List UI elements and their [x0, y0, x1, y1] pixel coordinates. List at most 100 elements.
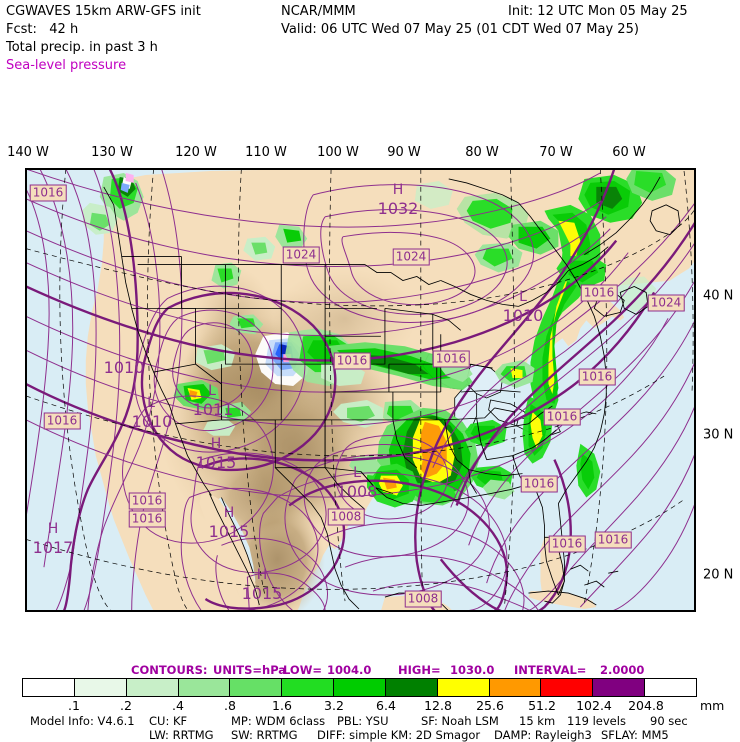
colorbar-tick-8: 25.6: [476, 698, 504, 713]
colorbar-tick-3: .8: [224, 698, 236, 713]
contour-value-box: 1016: [594, 531, 632, 549]
model-info-item: DAMP: Rayleigh3: [494, 728, 592, 742]
contour-annotation-row: CONTOURS: UNITS=hPa LOW= 1004.0 HIGH= 1030.0 I…: [0, 663, 740, 677]
colorbar-tick-0: .1: [68, 698, 80, 713]
pressure-center-label: 1010: [103, 358, 145, 377]
colorbar-tick-11: 204.8: [628, 698, 664, 713]
pressure-center-label: 1015: [195, 453, 237, 472]
overlay-label: Sea-level pressure: [6, 58, 127, 73]
model-info-item: SF: Noah LSM: [421, 714, 499, 728]
lon-tick-8: 60 W: [612, 145, 646, 160]
pressure-center-label: H: [256, 567, 268, 583]
contour-annotation: 1030.0: [450, 663, 495, 677]
contour-value-box: 1024: [392, 248, 430, 266]
init-time-label: Init: 12 UTC Mon 05 May 25: [508, 4, 688, 19]
colorbar-tick-7: 12.8: [424, 698, 452, 713]
model-info-item: SFLAY: MM5: [601, 728, 669, 742]
pressure-center-label: 1032: [377, 199, 419, 218]
colorbar-segment-4[interactable]: [230, 679, 283, 696]
header-annotation-block: CGWAVES 15km ARW-GFS init Fcst: 42 h Tot…: [0, 0, 740, 140]
contour-value-box: 1016: [128, 492, 166, 510]
colorbar-units-label: mm: [700, 698, 725, 713]
pressure-center-label: L: [519, 289, 527, 305]
colorbar-segment-6[interactable]: [334, 679, 386, 696]
contour-value-box: 1016: [29, 184, 67, 202]
model-info-item: DIFF: simple KM: 2D Smagor: [317, 728, 481, 742]
longitude-axis: 140 W 130 W 120 W 110 W 100 W 90 W 80 W 70 W 60 …: [0, 145, 740, 165]
lon-tick-6: 80 W: [465, 145, 499, 160]
lat-tick-0: 40 N: [703, 288, 734, 304]
lon-tick-1: 130 W: [91, 145, 133, 160]
colorbar-segment-5[interactable]: [282, 679, 335, 696]
contour-value-box: 1016: [128, 510, 166, 528]
colorbar-segment-8[interactable]: [437, 679, 490, 696]
colorbar-segment-9[interactable]: [489, 679, 542, 696]
model-info-item: 90 sec: [650, 714, 688, 728]
pressure-center-label: 1015: [241, 584, 283, 603]
pressure-center-label: H: [392, 182, 404, 198]
contour-annotation: LOW=: [283, 663, 323, 677]
model-info-item: 119 levels: [567, 714, 626, 728]
center-label: NCAR/MMM: [281, 4, 356, 19]
lat-tick-1: 30 N: [703, 427, 734, 443]
pressure-center-label: 1017: [32, 538, 74, 557]
colorbar-segment-0[interactable]: [23, 679, 75, 696]
model-info-item: PBL: YSU: [337, 714, 389, 728]
model-info-item: 15 km: [519, 714, 556, 728]
model-info-item: LW: RRTMG: [149, 728, 214, 742]
colorbar-tick-labels: .1 .2 .4 .8 1.6 3.2 6.4 12.8 25.6 51.2 102.4 204.8: [0, 698, 740, 714]
pressure-center-label: 1010: [131, 412, 173, 431]
lat-tick-2: 20 N: [703, 567, 734, 583]
colorbar-segment-12[interactable]: [645, 679, 696, 696]
contour-value-box: 1016: [548, 535, 586, 553]
lon-tick-4: 100 W: [317, 145, 359, 160]
lon-tick-0: 140 W: [7, 145, 49, 160]
contour-value-box: 1016: [580, 284, 618, 302]
contour-value-box: 1016: [543, 408, 581, 426]
colorbar-tick-10: 102.4: [576, 698, 612, 713]
model-info-item: Model Info: V4.6.1: [30, 714, 135, 728]
model-info-item: CU: KF: [149, 714, 188, 728]
contour-annotation: UNITS=hPa: [213, 663, 287, 677]
contour-value-box: 1008: [404, 590, 442, 608]
colorbar-segment-1[interactable]: [74, 679, 127, 696]
colorbar-tick-5: 3.2: [324, 698, 344, 713]
colorbar-tick-9: 51.2: [528, 698, 556, 713]
lon-tick-5: 90 W: [387, 145, 421, 160]
lon-tick-2: 120 W: [175, 145, 217, 160]
colorbar-segment-10[interactable]: [541, 679, 594, 696]
pressure-center-label: L: [147, 395, 155, 411]
pressure-center-label: L: [208, 383, 216, 399]
pressure-center-label: 1015: [208, 522, 250, 541]
contour-value-box: 1024: [647, 294, 685, 312]
model-info-item: MP: WDM 6class: [231, 714, 326, 728]
pressure-center-label: L: [353, 465, 361, 481]
colorbar-segment-2[interactable]: [126, 679, 179, 696]
model-info-block: Model Info: V4.6.1 CU: KF MP: WDM 6class PB…: [0, 714, 740, 742]
pressure-center-label: H: [47, 521, 59, 537]
map-canvas: [26, 169, 695, 611]
contour-value-box: 1016: [333, 352, 371, 370]
contour-annotation: CONTOURS:: [131, 663, 208, 677]
colorbar-segment-11[interactable]: [593, 679, 646, 696]
colorbar-tick-2: .4: [172, 698, 184, 713]
contour-annotation: 1004.0: [327, 663, 372, 677]
contour-value-box: 1016: [578, 368, 616, 386]
pressure-center-label: 1010: [502, 306, 544, 325]
field-label: Total precip. in past 3 h: [6, 40, 158, 55]
pressure-center-label: 1011: [192, 400, 234, 419]
weather-map-panel[interactable]: H 1017 1010 L 1010 H 1015 H 1015 H 1015 L 1011 H 1032 L…: [25, 168, 696, 612]
precip-colorbar[interactable]: [22, 678, 697, 697]
colorbar-tick-1: .2: [120, 698, 132, 713]
model-title: CGWAVES 15km ARW-GFS init: [6, 4, 201, 19]
contour-value-box: 1016: [432, 350, 470, 368]
colorbar-segment-3[interactable]: [178, 679, 231, 696]
pressure-center-label: H: [210, 436, 222, 452]
colorbar-tick-6: 6.4: [376, 698, 396, 713]
lon-tick-7: 70 W: [539, 145, 573, 160]
contour-value-box: 1024: [282, 246, 320, 264]
colorbar-segment-7[interactable]: [385, 679, 438, 696]
contour-value-box: 1008: [327, 508, 365, 526]
valid-time-label: Valid: 06 UTC Wed 07 May 25 (01 CDT Wed …: [281, 22, 639, 37]
contour-annotation: INTERVAL=: [514, 663, 587, 677]
